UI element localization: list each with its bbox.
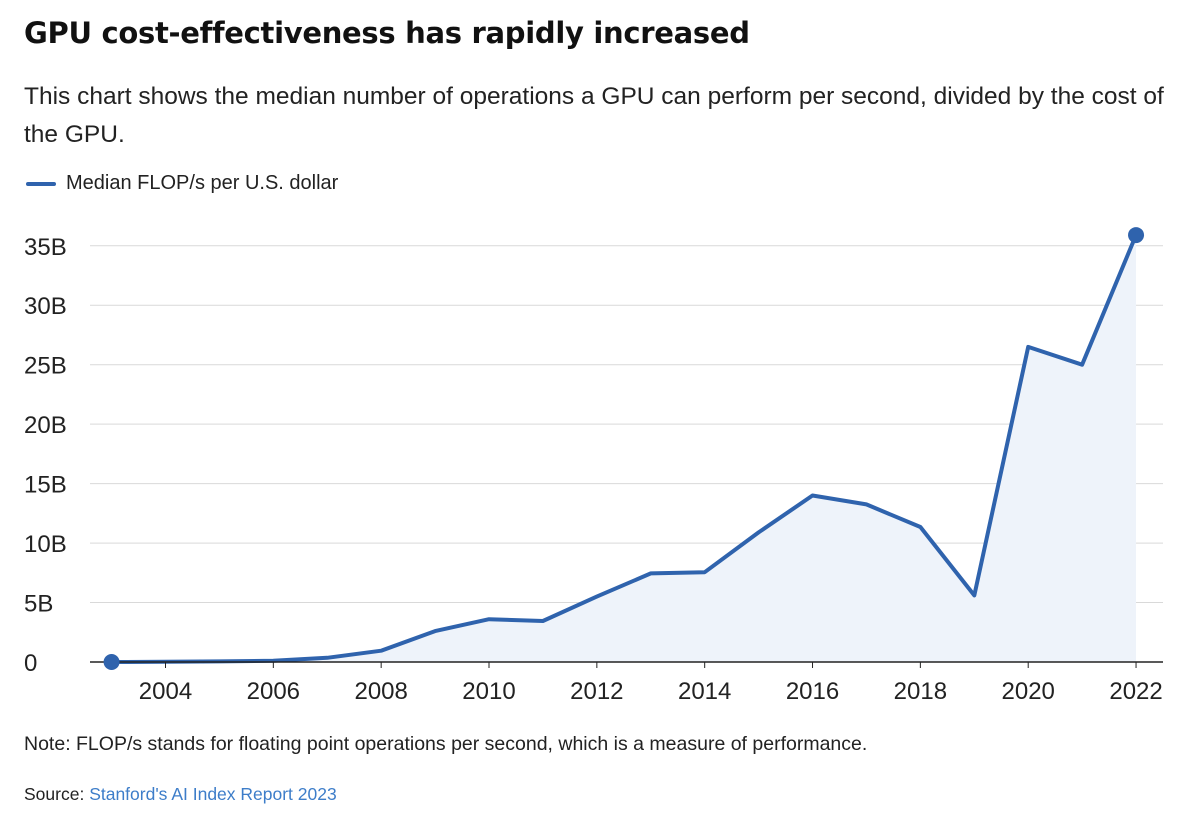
- chart-note: Note: FLOP/s stands for floating point o…: [24, 733, 868, 755]
- line-layer: [109, 233, 1138, 664]
- legend: Median FLOP/s per U.S. dollar: [26, 172, 338, 195]
- x-tick-label: 2016: [786, 678, 839, 705]
- area-layer: [111, 235, 1137, 662]
- x-tick-label: 2004: [139, 678, 192, 705]
- series-line: [109, 233, 1138, 664]
- axis-layer: 0 5B 10B 15B 20B 25B 30B 35B 2004 2006 2008 2010 201…: [24, 234, 1163, 705]
- series-area-fill: [111, 235, 1137, 662]
- series-start-marker: [103, 654, 120, 670]
- source-prefix: Source:: [24, 784, 90, 804]
- legend-line-swatch: [26, 181, 56, 186]
- y-tick-label: 0: [24, 650, 37, 677]
- chart-title: GPU cost-effectiveness has rapidly incre…: [24, 16, 750, 50]
- legend-label: Median FLOP/s per U.S. dollar: [66, 172, 339, 194]
- x-tick-label: 2014: [678, 678, 731, 705]
- y-tick-label: 35B: [24, 234, 67, 261]
- x-tick-label: 2020: [1002, 678, 1055, 705]
- y-tick-label: 5B: [24, 591, 53, 618]
- y-tick-label: 10B: [24, 531, 67, 558]
- x-tick-label: 2022: [1109, 678, 1162, 705]
- x-tick-label: 2006: [247, 678, 300, 705]
- marker-layer: [103, 227, 1145, 670]
- x-tick-label: 2010: [462, 678, 515, 705]
- series-end-marker: [1128, 227, 1145, 244]
- y-tick-label: 30B: [24, 293, 67, 320]
- x-tick-label: 2012: [570, 678, 623, 705]
- x-tick-label: 2018: [894, 678, 947, 705]
- y-tick-label: 15B: [24, 472, 67, 499]
- y-tick-label: 20B: [24, 412, 67, 439]
- x-tick-label: 2008: [354, 678, 407, 705]
- chart-subtitle: This chart shows the median number of op…: [24, 83, 1164, 148]
- source-link[interactable]: Stanford's AI Index Report 2023: [89, 784, 337, 804]
- chart-source: Source: Stanford's AI Index Report 2023: [24, 784, 337, 805]
- y-tick-label: 25B: [24, 353, 67, 380]
